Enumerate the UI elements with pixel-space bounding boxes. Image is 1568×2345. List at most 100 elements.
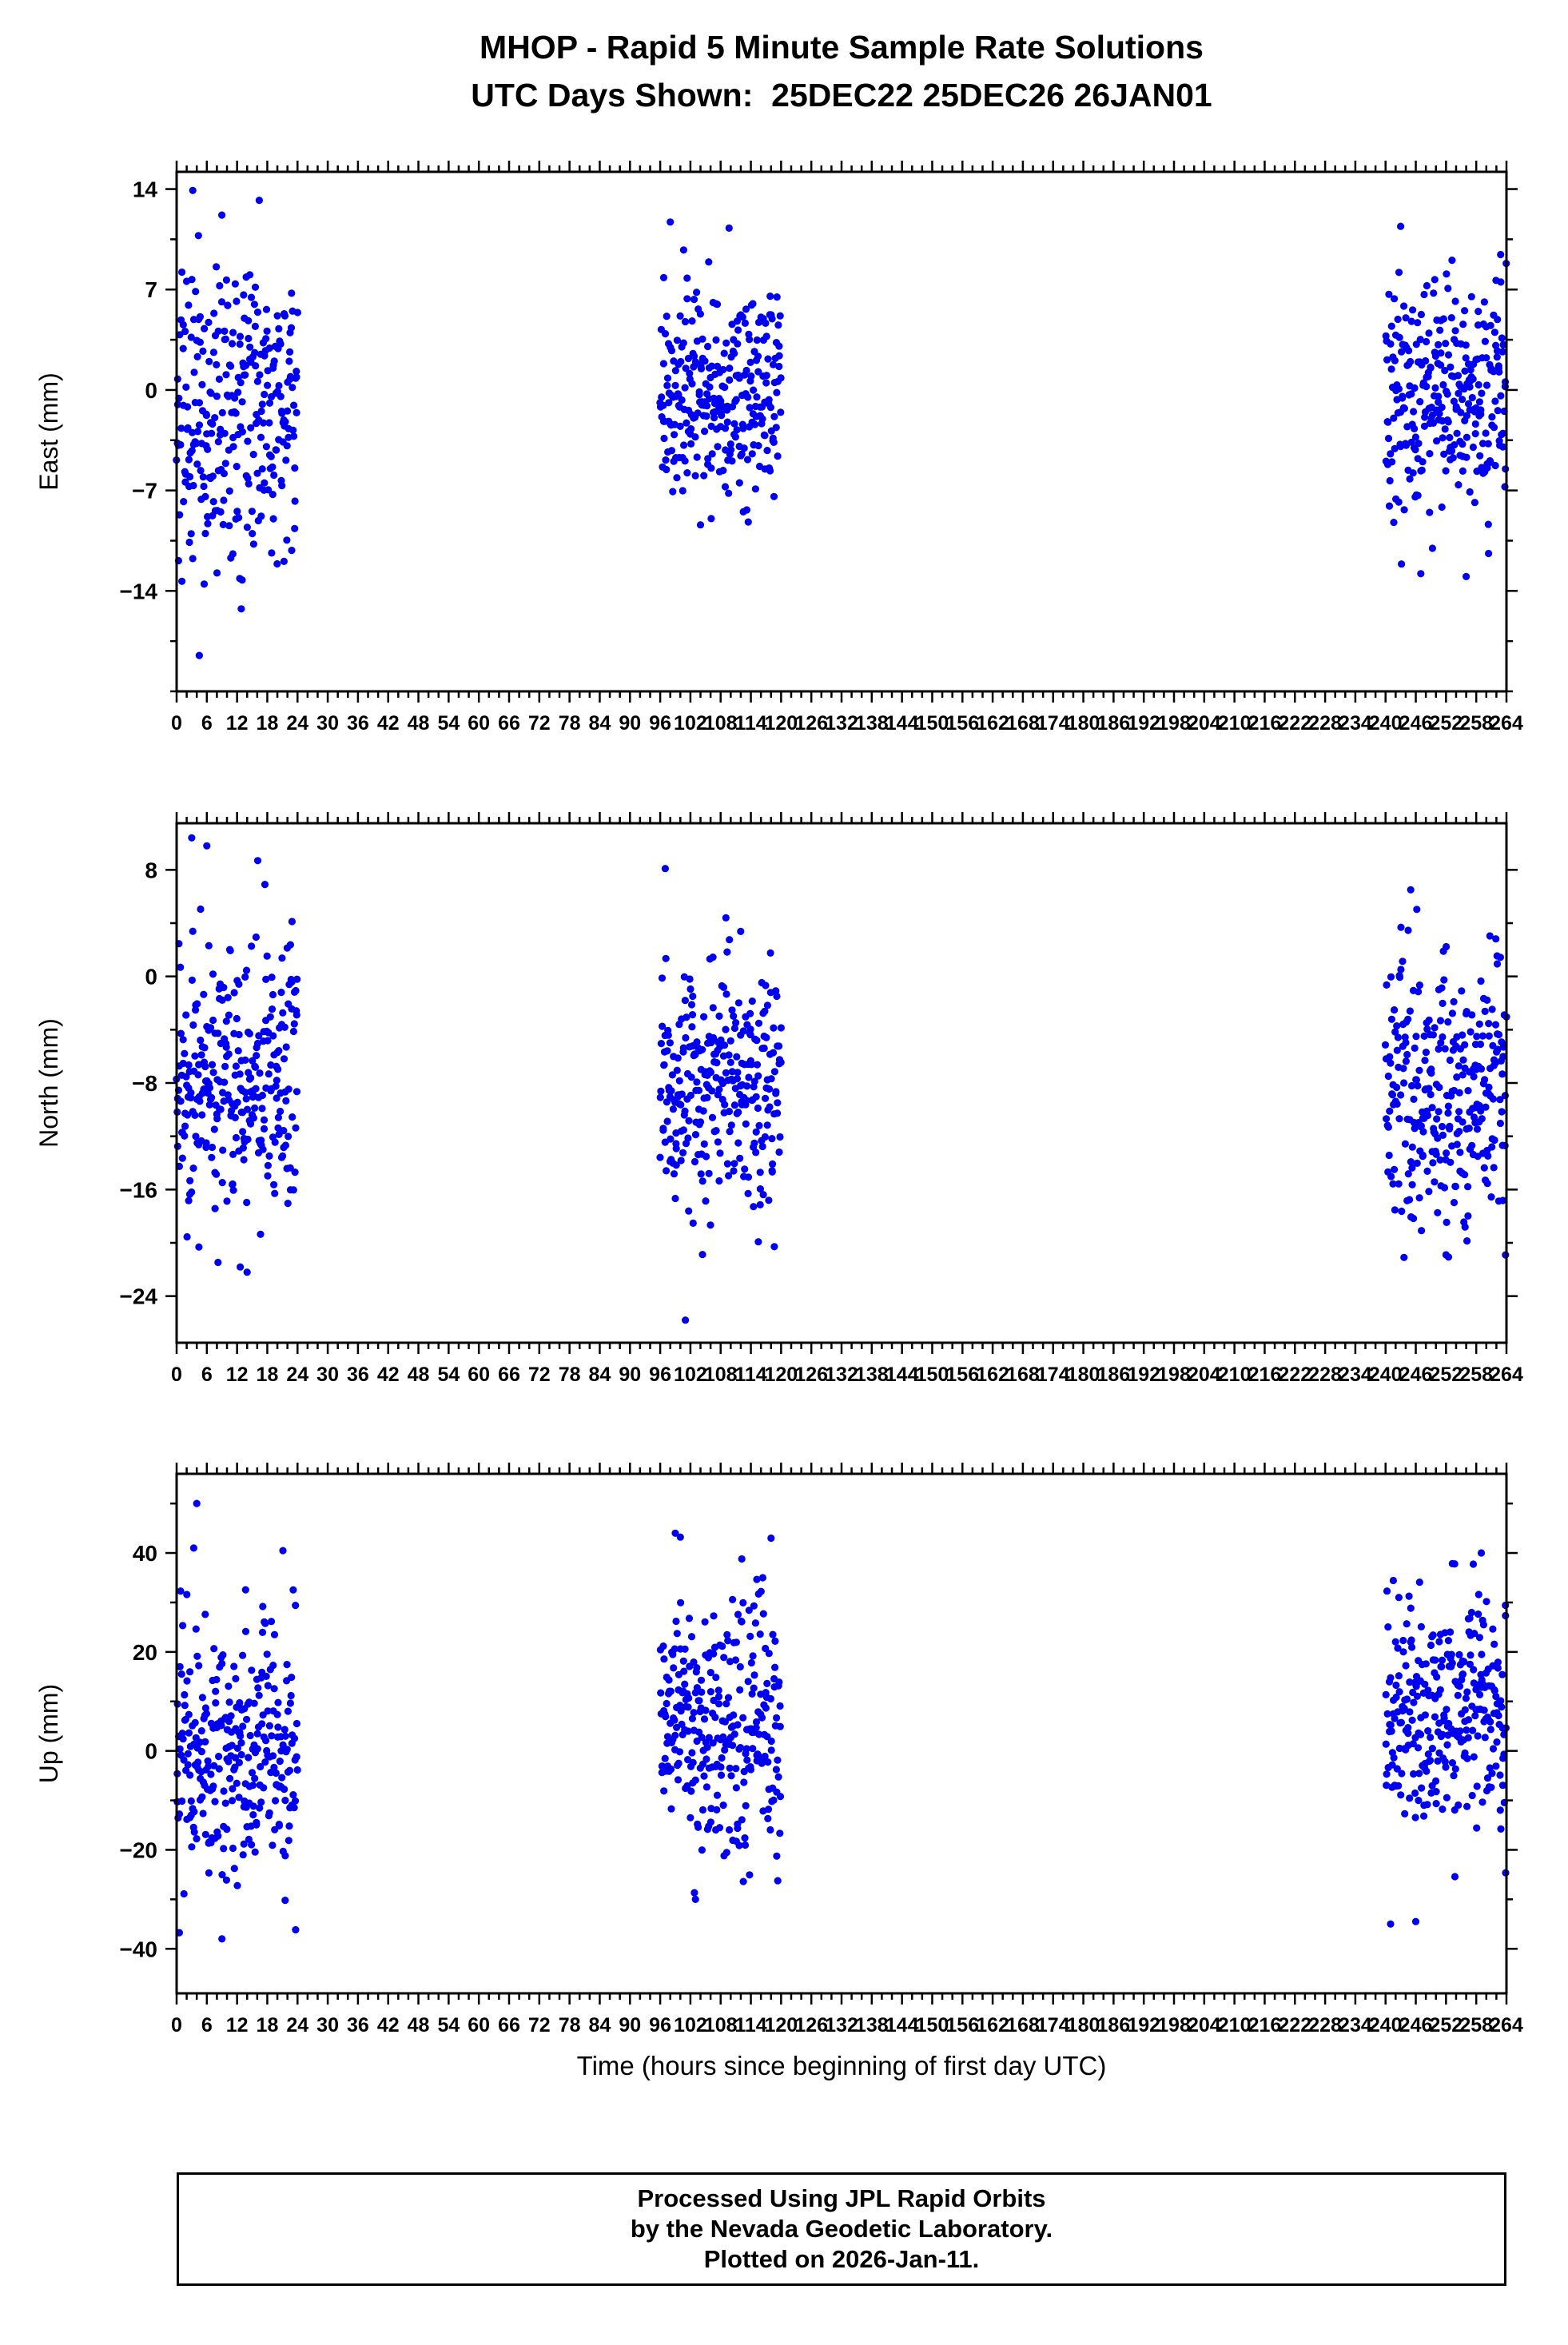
data-point xyxy=(1465,1125,1473,1133)
data-point xyxy=(184,1750,192,1758)
x-tick-label: 60 xyxy=(468,1364,490,1386)
data-point xyxy=(178,577,186,585)
x-tick-label: 36 xyxy=(347,1364,369,1386)
data-point xyxy=(709,954,717,961)
data-point xyxy=(277,340,285,348)
data-point xyxy=(1413,1692,1421,1700)
data-point xyxy=(1463,572,1470,581)
data-point xyxy=(1481,337,1489,345)
data-point xyxy=(187,1089,195,1097)
data-point xyxy=(224,993,232,1001)
data-point xyxy=(1427,1090,1435,1099)
data-point xyxy=(274,1698,282,1706)
data-point xyxy=(215,375,223,383)
data-point xyxy=(699,1107,707,1115)
data-point xyxy=(726,1128,734,1136)
data-point xyxy=(1455,1062,1463,1070)
data-point xyxy=(708,450,716,458)
data-point xyxy=(263,327,271,335)
data-point xyxy=(213,263,221,271)
x-tick-label: 120 xyxy=(765,1364,798,1386)
data-point xyxy=(211,1798,219,1806)
data-point xyxy=(201,1830,209,1838)
data-point xyxy=(691,1131,700,1139)
data-point xyxy=(1426,1757,1435,1765)
data-point xyxy=(256,1069,264,1077)
x-tick-label: 72 xyxy=(528,1364,551,1386)
data-point xyxy=(290,1734,299,1742)
data-point xyxy=(1414,1744,1423,1752)
data-point xyxy=(1411,1789,1419,1798)
data-point xyxy=(1492,935,1500,943)
data-point xyxy=(1461,1223,1469,1231)
data-point xyxy=(1450,1772,1458,1780)
data-point xyxy=(1467,1028,1474,1036)
data-point xyxy=(722,339,730,347)
data-point xyxy=(690,1157,699,1166)
data-point xyxy=(262,305,271,313)
data-point xyxy=(663,1167,671,1175)
data-point xyxy=(739,1599,747,1606)
data-point xyxy=(258,1091,266,1100)
plot-frame xyxy=(175,170,1508,693)
data-point xyxy=(1497,1825,1505,1833)
data-point xyxy=(775,1678,783,1686)
x-tick-label: 60 xyxy=(468,712,490,735)
data-point xyxy=(221,1799,229,1807)
data-point xyxy=(1401,1140,1409,1148)
data-point xyxy=(184,1761,192,1769)
data-point xyxy=(747,372,755,380)
data-point xyxy=(1419,1128,1427,1136)
data-point xyxy=(1401,1033,1409,1041)
data-point xyxy=(660,1655,668,1663)
data-point xyxy=(211,1204,219,1212)
data-point xyxy=(711,1714,719,1722)
x-tick-label: 204 xyxy=(1188,2014,1221,2036)
data-point xyxy=(1451,327,1459,335)
data-point xyxy=(724,1694,733,1702)
data-point xyxy=(1439,1033,1447,1041)
data-point xyxy=(672,1617,680,1626)
data-point xyxy=(698,1045,706,1053)
data-point xyxy=(752,1149,760,1157)
data-point xyxy=(758,415,766,423)
data-point xyxy=(1473,1125,1482,1133)
data-point xyxy=(681,1645,689,1653)
data-point xyxy=(741,1165,749,1173)
x-tick-label: 228 xyxy=(1308,712,1342,735)
data-point xyxy=(725,1172,733,1180)
x-tick-label: 102 xyxy=(674,712,707,735)
data-point xyxy=(277,1107,285,1116)
data-point xyxy=(1419,1151,1427,1160)
data-point xyxy=(728,457,736,465)
x-tick-label: 174 xyxy=(1037,712,1070,735)
data-point xyxy=(265,1152,273,1160)
data-point xyxy=(1398,560,1406,568)
x-tick-label: 18 xyxy=(257,2014,279,2036)
y-tick-label: 0 xyxy=(145,965,157,989)
data-point xyxy=(243,1715,251,1723)
data-point xyxy=(1423,383,1431,391)
data-point xyxy=(714,1693,723,1701)
data-point xyxy=(1387,1674,1395,1682)
data-point xyxy=(701,1618,709,1626)
data-point xyxy=(1455,1128,1463,1136)
data-point xyxy=(1387,1920,1395,1928)
data-point xyxy=(261,881,269,889)
data-point xyxy=(705,1169,713,1177)
data-point xyxy=(679,339,687,347)
data-point xyxy=(242,1095,250,1103)
data-point xyxy=(215,1753,223,1761)
data-point xyxy=(1443,942,1451,951)
data-point xyxy=(247,424,255,432)
data-point xyxy=(673,1630,681,1638)
data-point xyxy=(1450,1199,1459,1207)
data-point xyxy=(1458,987,1466,995)
data-point xyxy=(186,1771,194,1779)
data-point xyxy=(253,1052,261,1060)
data-point xyxy=(1470,1073,1478,1081)
data-point xyxy=(683,295,691,303)
data-point xyxy=(1406,1007,1414,1015)
data-point xyxy=(663,313,671,320)
data-point xyxy=(1417,570,1425,578)
